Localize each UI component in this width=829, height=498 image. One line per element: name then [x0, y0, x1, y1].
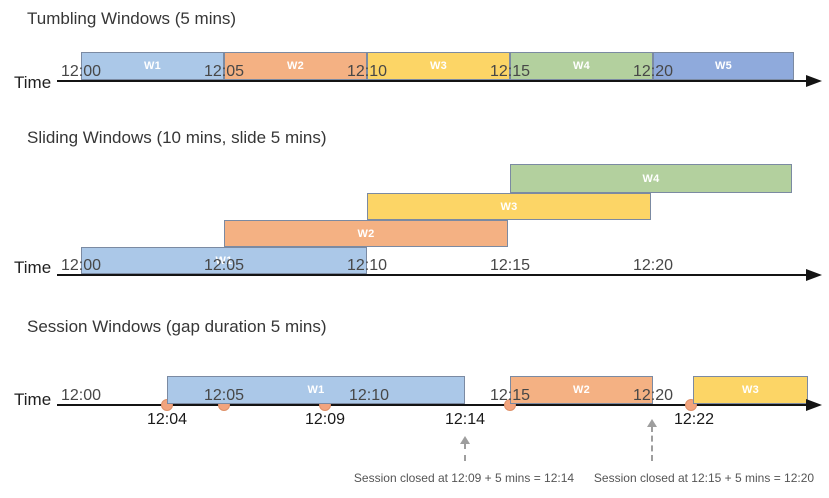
window-label: W4 [642, 172, 660, 185]
tick-label: 12:05 [203, 63, 245, 80]
window-w3: W3 [367, 193, 651, 220]
session-closed-arrow-line [651, 426, 653, 461]
window-label: W2 [357, 227, 375, 240]
event-time-label: 12:09 [304, 411, 346, 428]
window-label: W3 [741, 384, 760, 396]
tick-label: 12:05 [203, 387, 245, 404]
time-axis-label: Time [14, 390, 52, 409]
window-w4: W4 [510, 52, 653, 80]
time-axis-arrowhead [806, 399, 822, 411]
window-w4: W4 [510, 164, 792, 193]
window-label: W3 [500, 200, 518, 213]
session-closed-arrow-up-icon [647, 419, 657, 427]
tick-label: 12:15 [489, 387, 531, 404]
window-label: W1 [143, 60, 162, 72]
tick-label: 12:00 [60, 387, 102, 404]
window-label: W5 [714, 60, 733, 72]
time-axis-arrowhead [806, 269, 822, 281]
session-closed-arrow-line [464, 443, 466, 461]
tick-label: 12:00 [60, 63, 102, 80]
window-label: W2 [286, 60, 305, 72]
tick-label: 12:15 [489, 63, 531, 80]
window-label: W4 [572, 60, 591, 72]
window-w2: W2 [224, 220, 508, 247]
session-closed-arrow-up-icon [460, 436, 470, 444]
tick-label: 12:10 [346, 257, 388, 274]
time-axis-line [57, 80, 807, 82]
tick-label: 12:15 [489, 257, 531, 274]
tick-label: 12:10 [348, 387, 390, 404]
time-axis-arrowhead [806, 75, 822, 87]
window-label: W2 [572, 384, 591, 396]
event-time-label: 12:14 [444, 411, 486, 428]
window-w3: W3 [693, 376, 808, 404]
time-axis-line [57, 404, 807, 406]
time-axis-label: Time [14, 73, 52, 92]
window-w2: W2 [224, 52, 367, 80]
tick-label: 12:20 [632, 257, 674, 274]
tick-label: 12:05 [203, 257, 245, 274]
tick-label: 12:10 [346, 63, 388, 80]
session-closed-text: Session closed at 12:09 + 5 mins = 12:14 [353, 471, 575, 485]
window-label: W1 [215, 254, 233, 267]
event-time-label: 12:04 [146, 411, 188, 428]
window-label: W3 [429, 60, 448, 72]
time-axis-label: Time [14, 258, 52, 277]
tick-label: 12:00 [60, 257, 102, 274]
window-w1: W1 [81, 247, 367, 274]
window-w2: W2 [510, 376, 653, 404]
session-closed-text: Session closed at 12:15 + 5 mins = 12:20 [593, 471, 815, 485]
section-title: Session Windows (gap duration 5 mins) [27, 317, 327, 336]
event-time-label: 12:22 [673, 411, 715, 428]
section-title: Sliding Windows (10 mins, slide 5 mins) [27, 128, 327, 147]
window-w5: W5 [653, 52, 794, 80]
tick-label: 12:20 [632, 387, 674, 404]
window-w1: W1 [81, 52, 224, 80]
time-axis-line [57, 274, 807, 276]
tick-label: 12:20 [632, 63, 674, 80]
window-w3: W3 [367, 52, 510, 80]
section-title: Tumbling Windows (5 mins) [27, 9, 237, 28]
window-w1: W1 [167, 376, 465, 404]
window-label: W1 [307, 384, 325, 396]
